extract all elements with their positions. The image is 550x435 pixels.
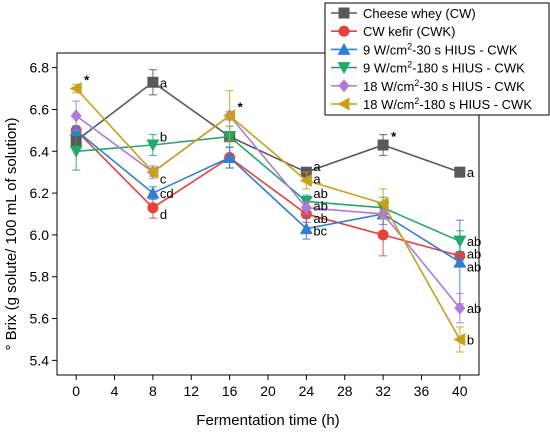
y-axis-title: ° Brix (g solute/ 100 mL of solution): [3, 117, 20, 350]
series-layer: [69, 69, 467, 353]
legend-item: Cheese whey (CW): [331, 6, 476, 21]
y-tick-label: 6.6: [30, 101, 50, 117]
y-tick-label: 5.8: [30, 269, 50, 285]
x-tick-label: 24: [299, 383, 315, 399]
data-point: [69, 82, 82, 96]
significance-label: c: [160, 171, 167, 186]
significance-label: b: [160, 130, 167, 145]
series-4: [69, 125, 467, 253]
significance-label: *: [391, 129, 397, 144]
significance-label: ab: [313, 199, 327, 214]
significance-label: d: [160, 207, 167, 222]
significance-label: a: [467, 165, 475, 180]
data-point: [454, 301, 466, 315]
data-point: [69, 145, 83, 158]
data-point: [453, 235, 467, 248]
y-axis: 5.4 5.6 5.8 6.0 6.2 6.4 6.6 6.8: [30, 60, 57, 368]
series-3: [69, 123, 467, 305]
legend-box: [324, 2, 550, 116]
x-tick-label: 0: [72, 383, 80, 399]
legend-marker: [337, 97, 350, 111]
legend-item: CW kefir (CWK): [331, 24, 455, 39]
y-tick-label: 6.4: [30, 143, 50, 159]
x-axis: 0 4 8 12 16 20 24 28 32 36 40: [72, 375, 468, 399]
data-point: [299, 174, 312, 188]
significance-label: *: [84, 73, 90, 88]
legend-marker: [337, 42, 351, 55]
legend-item: 9 W/cm2-180 s HIUS - CWK: [331, 60, 525, 76]
series-5: [70, 100, 466, 324]
series-line: [75, 129, 461, 257]
series-line: [75, 81, 461, 174]
data-point: [377, 139, 389, 151]
y-tick-label: 6.0: [30, 227, 50, 243]
legend-item: 18 W/cm2-30 s HIUS - CWK: [331, 78, 525, 94]
series-line: [76, 135, 461, 242]
series-line: [75, 129, 461, 263]
data-point: [300, 201, 312, 215]
x-tick-label: 8: [149, 383, 157, 399]
legend-marker: [338, 7, 350, 19]
data-point: [146, 186, 160, 199]
significance-label: ab: [467, 259, 481, 274]
y-tick-label: 5.4: [30, 352, 50, 368]
data-point: [453, 332, 466, 346]
x-tick-label: 4: [111, 383, 119, 399]
significance-label: a: [160, 75, 168, 90]
significance-label: ab: [467, 234, 481, 249]
y-tick-label: 6.8: [30, 60, 50, 76]
data-point: [70, 109, 82, 123]
legend-item: 18 W/cm2-180 s HIUS - CWK: [331, 96, 532, 112]
data-point: [299, 222, 313, 235]
legend-label: 18 W/cm2-30 s HIUS - CWK: [363, 78, 525, 94]
data-point: [147, 202, 159, 214]
significance-label: ab: [467, 301, 481, 316]
y-tick-label: 5.6: [30, 311, 50, 327]
x-axis-title: Fermentation time (h): [196, 412, 339, 429]
y-tick-label: 6.2: [30, 185, 50, 201]
significance-label: cd: [160, 186, 174, 201]
significance-label: ab: [313, 186, 327, 201]
x-tick-label: 20: [260, 383, 276, 399]
legend-label: Cheese whey (CW): [363, 6, 476, 21]
series-line: [75, 88, 461, 340]
legend-marker: [338, 79, 350, 93]
x-tick-label: 36: [414, 383, 430, 399]
data-point: [223, 109, 236, 123]
significance-label: a: [313, 159, 321, 174]
significance-label: a: [313, 171, 321, 186]
legend-label: 18 W/cm2-180 s HIUS - CWK: [363, 96, 532, 112]
significance-label: b: [467, 332, 474, 347]
series-6: [69, 82, 466, 353]
significance-label: *: [238, 100, 244, 115]
x-tick-label: 16: [222, 383, 238, 399]
data-point: [453, 255, 467, 268]
legend-marker: [337, 62, 351, 75]
significance-label: ab: [467, 247, 481, 262]
data-point: [454, 166, 466, 178]
data-point: [147, 76, 159, 88]
significance-label: ab: [313, 211, 327, 226]
data-point: [223, 151, 237, 164]
legend-label: 9 W/cm2-30 s HIUS - CWK: [363, 41, 518, 57]
data-point: [377, 229, 389, 241]
x-tick-label: 40: [452, 383, 468, 399]
legend-label: CW kefir (CWK): [363, 24, 455, 39]
significance-label: bc: [313, 224, 327, 239]
legend: Cheese whey (CW) CW kefir (CWK) 9 W/cm2-30…: [324, 2, 550, 116]
data-point: [146, 165, 159, 179]
data-point: [376, 197, 389, 211]
legend-item: 9 W/cm2-30 s HIUS - CWK: [331, 41, 518, 57]
data-point: [146, 139, 160, 152]
x-tick-label: 12: [183, 383, 199, 399]
x-tick-label: 32: [375, 383, 391, 399]
series-line: [75, 114, 461, 309]
legend-label: 9 W/cm2-180 s HIUS - CWK: [363, 60, 525, 76]
legend-marker: [338, 25, 350, 37]
x-tick-label: 28: [337, 383, 353, 399]
